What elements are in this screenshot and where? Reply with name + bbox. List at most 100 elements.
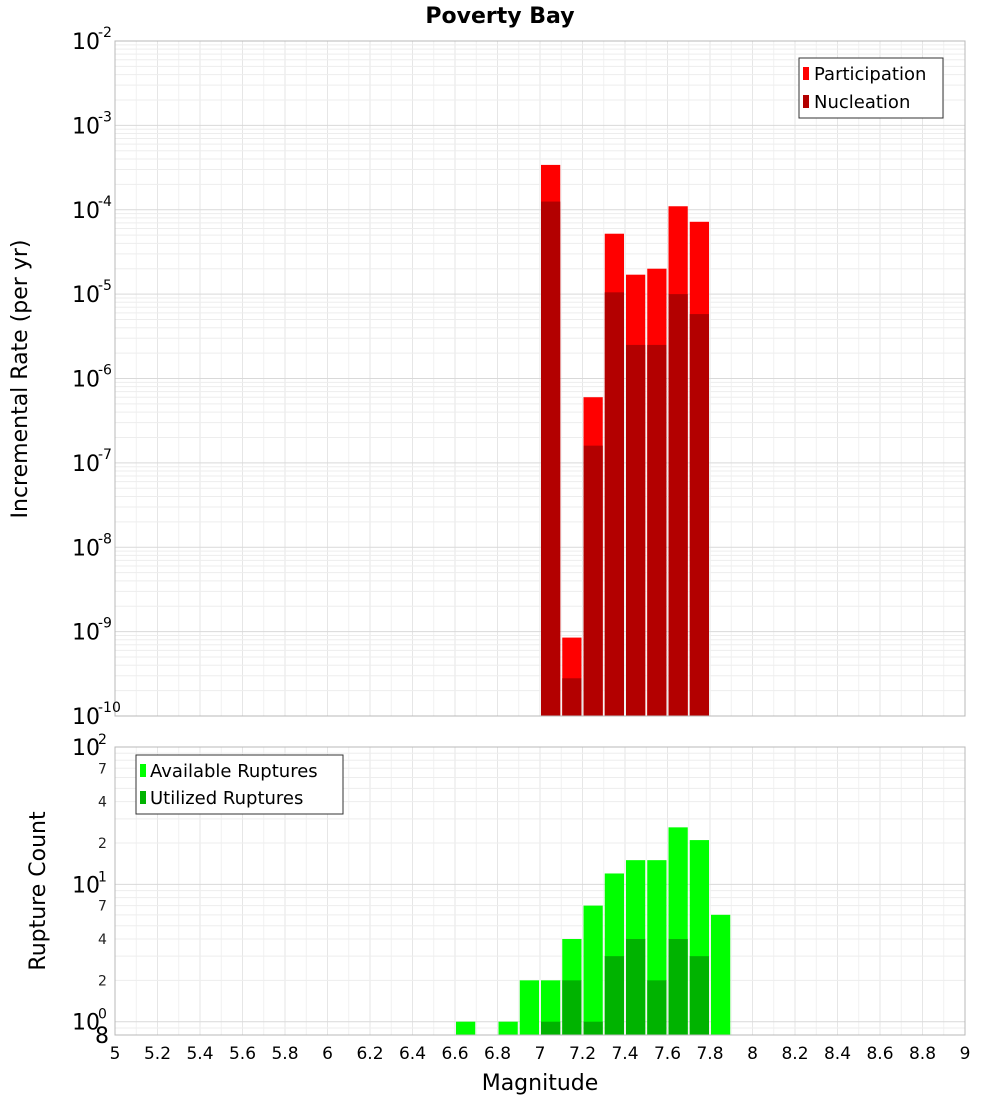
y-tick-minor-label: 8 xyxy=(95,1024,109,1049)
y-tick-base: 10 xyxy=(72,30,100,55)
x-tick-label: 7.4 xyxy=(611,1044,638,1064)
bar-nucleation xyxy=(626,344,646,716)
bar-nucleation xyxy=(583,445,603,716)
y-tick-exponent: -5 xyxy=(98,278,112,294)
x-tick-label: 6.2 xyxy=(356,1044,383,1064)
y-tick-minor-label: 7 xyxy=(98,761,107,777)
x-axis-label: Magnitude xyxy=(482,1071,599,1096)
top-grid xyxy=(114,40,966,717)
bottom-y-axis-label: Rupture Count xyxy=(26,811,51,971)
y-tick-label: 102 xyxy=(72,732,107,761)
y-tick-label: 10-3 xyxy=(72,109,112,139)
y-tick-label: 10-8 xyxy=(72,531,112,561)
bar-nucleation xyxy=(541,201,561,716)
legend-label-available: Available Ruptures xyxy=(150,761,318,782)
x-tick-label: 5 xyxy=(110,1044,121,1064)
top-bars xyxy=(541,164,709,716)
x-tick-label: 6.8 xyxy=(484,1044,511,1064)
y-tick-base: 10 xyxy=(72,536,100,561)
bar-nucleation xyxy=(562,678,582,716)
x-tick-label: 8.2 xyxy=(781,1044,808,1064)
y-tick-exponent: -6 xyxy=(98,363,112,379)
y-tick-base: 10 xyxy=(72,114,100,139)
y-tick-exponent: -9 xyxy=(98,616,112,632)
top-y-axis-label: Incremental Rate (per yr) xyxy=(8,240,33,519)
bar-utilized-ruptures xyxy=(668,939,688,1035)
y-tick-label: 10-10 xyxy=(72,700,121,730)
y-tick-base: 10 xyxy=(72,621,100,646)
top-legend: Participation Nucleation xyxy=(798,57,944,119)
x-tick-label: 7.6 xyxy=(654,1044,681,1064)
top-plot-border xyxy=(114,40,966,717)
bar-utilized-ruptures xyxy=(583,1021,603,1035)
bar-available-ruptures xyxy=(711,914,731,1035)
y-tick-minor-label: 4 xyxy=(98,795,107,811)
x-tick-label: 6.4 xyxy=(399,1044,426,1064)
x-tick-label: 8.8 xyxy=(909,1044,936,1064)
x-tick-label: 5.4 xyxy=(186,1044,213,1064)
x-tick-label: 7.8 xyxy=(696,1044,723,1064)
y-tick-base: 10 xyxy=(72,705,100,730)
y-tick-minor-label: 2 xyxy=(98,973,107,989)
y-tick-exponent: -7 xyxy=(98,447,112,463)
x-tick-label: 7 xyxy=(535,1044,546,1064)
bar-available-ruptures xyxy=(583,905,603,1035)
bar-available-ruptures xyxy=(456,1021,476,1035)
legend-swatch-utilized xyxy=(140,791,146,804)
x-tick-label: 8.6 xyxy=(866,1044,893,1064)
legend-swatch-nucleation xyxy=(803,95,809,108)
legend-swatch-available xyxy=(140,764,146,777)
legend-label-participation: Participation xyxy=(814,64,926,85)
y-tick-base: 10 xyxy=(72,199,100,224)
x-tick-label: 8 xyxy=(747,1044,758,1064)
bar-nucleation xyxy=(647,344,667,716)
bottom-bars xyxy=(456,827,731,1035)
y-tick-label: 10-2 xyxy=(72,25,112,55)
y-tick-label: 10-9 xyxy=(72,616,112,646)
bar-nucleation xyxy=(689,314,709,716)
y-tick-label: 100 xyxy=(72,1007,107,1036)
x-tick-label: 6 xyxy=(322,1044,333,1064)
y-tick-label: 10-6 xyxy=(72,363,112,393)
y-tick-base: 10 xyxy=(72,736,100,761)
bottom-legend: Available Ruptures Utilized Ruptures xyxy=(135,754,344,815)
y-tick-base: 10 xyxy=(72,452,100,477)
bar-nucleation xyxy=(668,294,688,716)
legend-label-utilized: Utilized Ruptures xyxy=(150,788,303,809)
bar-nucleation xyxy=(604,292,624,716)
bar-available-ruptures xyxy=(541,980,561,1035)
x-tick-label: 8.4 xyxy=(824,1044,851,1064)
bar-utilized-ruptures xyxy=(647,980,667,1035)
y-tick-base: 10 xyxy=(72,873,100,898)
y-tick-base: 10 xyxy=(72,1011,100,1036)
y-tick-label: 10-4 xyxy=(72,194,112,224)
y-tick-label: 101 xyxy=(72,869,107,898)
x-tick-label: 5.8 xyxy=(271,1044,298,1064)
bottom-legend-box xyxy=(135,754,344,815)
y-tick-exponent: -8 xyxy=(98,531,112,547)
y-tick-exponent: 1 xyxy=(98,869,107,885)
y-tick-exponent: -10 xyxy=(98,700,121,716)
y-tick-exponent: 0 xyxy=(98,1007,107,1023)
x-tick-label: 5.2 xyxy=(144,1044,171,1064)
y-tick-minor-label: 2 xyxy=(98,836,107,852)
bottom-plot-border xyxy=(114,746,966,1036)
legend-swatch-participation xyxy=(803,67,809,80)
y-tick-exponent: 2 xyxy=(98,732,107,748)
x-tick-label: 9 xyxy=(960,1044,971,1064)
bar-available-ruptures xyxy=(498,1021,518,1035)
y-tick-minor-label: 7 xyxy=(98,899,107,915)
y-tick-label: 10-5 xyxy=(72,278,112,308)
x-tick-label: 6.6 xyxy=(441,1044,468,1064)
y-tick-exponent: -3 xyxy=(98,109,112,125)
x-ticks: 5 5.2 5.4 5.6 5.8 6 6.2 6.4 6.6 6.8 7 7.2 7.4 7.6 7.8 8… xyxy=(110,1044,971,1064)
y-tick-base: 10 xyxy=(72,283,100,308)
x-tick-label: 5.6 xyxy=(229,1044,256,1064)
y-tick-minor-label: 4 xyxy=(98,932,107,948)
bar-utilized-ruptures xyxy=(604,956,624,1035)
